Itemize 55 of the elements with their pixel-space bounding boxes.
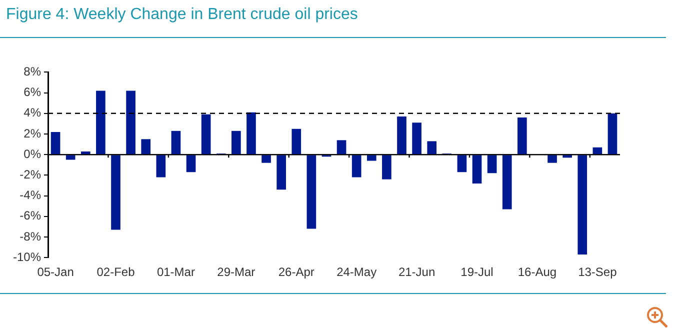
x-tick-label: 16-Aug: [518, 265, 557, 280]
bar: [487, 155, 497, 174]
bar: [306, 155, 316, 229]
bar: [111, 155, 120, 230]
bar: [502, 155, 512, 210]
bar: [562, 155, 572, 158]
bar: [608, 113, 618, 154]
bar: [397, 116, 406, 154]
y-tick-label: -4%: [20, 188, 42, 202]
x-tick-label: 13-Sep: [578, 265, 618, 280]
bar: [592, 147, 602, 154]
x-tick-label: 29-Mar: [217, 265, 256, 280]
bar: [578, 155, 588, 255]
bar: [126, 90, 136, 154]
bar: [292, 128, 302, 154]
bar: [186, 155, 196, 172]
bar: [262, 155, 271, 163]
bar: [156, 155, 166, 178]
bar: [276, 155, 286, 190]
bar: [366, 155, 376, 161]
y-tick-label: -2%: [20, 168, 42, 182]
bar: [517, 118, 527, 154]
y-tick-label: 0%: [24, 146, 42, 161]
bar: [336, 140, 346, 154]
x-tick-label: 24-May: [336, 265, 377, 280]
bar: [201, 114, 211, 154]
y-tick-label: 6%: [24, 85, 42, 100]
x-tick-label: 26-Apr: [278, 265, 314, 280]
bar: [80, 152, 90, 154]
bar: [141, 139, 151, 154]
x-tick-label: 01-Mar: [156, 265, 195, 280]
bar: [457, 155, 467, 172]
bar: [171, 130, 181, 154]
x-tick-label: 02-Feb: [96, 265, 136, 280]
y-tick-label: -6%: [20, 208, 42, 223]
y-tick-label: 8%: [24, 64, 42, 79]
y-tick-label: -10%: [13, 250, 42, 264]
bar: [232, 130, 241, 154]
bar: [382, 155, 392, 180]
y-tick-label: 2%: [24, 126, 42, 140]
y-tick-label: -8%: [20, 229, 42, 244]
chart-title: Figure 4: Weekly Change in Brent crude oil prices: [6, 6, 358, 24]
bar: [96, 90, 106, 154]
bar: [548, 155, 557, 163]
x-tick-label: 21-Jun: [398, 265, 436, 280]
bar: [412, 122, 422, 154]
bar: [472, 155, 482, 184]
x-tick-label: 05-Jan: [37, 265, 74, 280]
y-tick-label: 4%: [24, 106, 42, 120]
bar: [66, 155, 76, 160]
bar: [352, 155, 362, 178]
bar: [246, 112, 256, 154]
x-tick-label: 19-Jul: [460, 265, 494, 280]
bar: [50, 132, 60, 154]
bar: [427, 141, 437, 154]
